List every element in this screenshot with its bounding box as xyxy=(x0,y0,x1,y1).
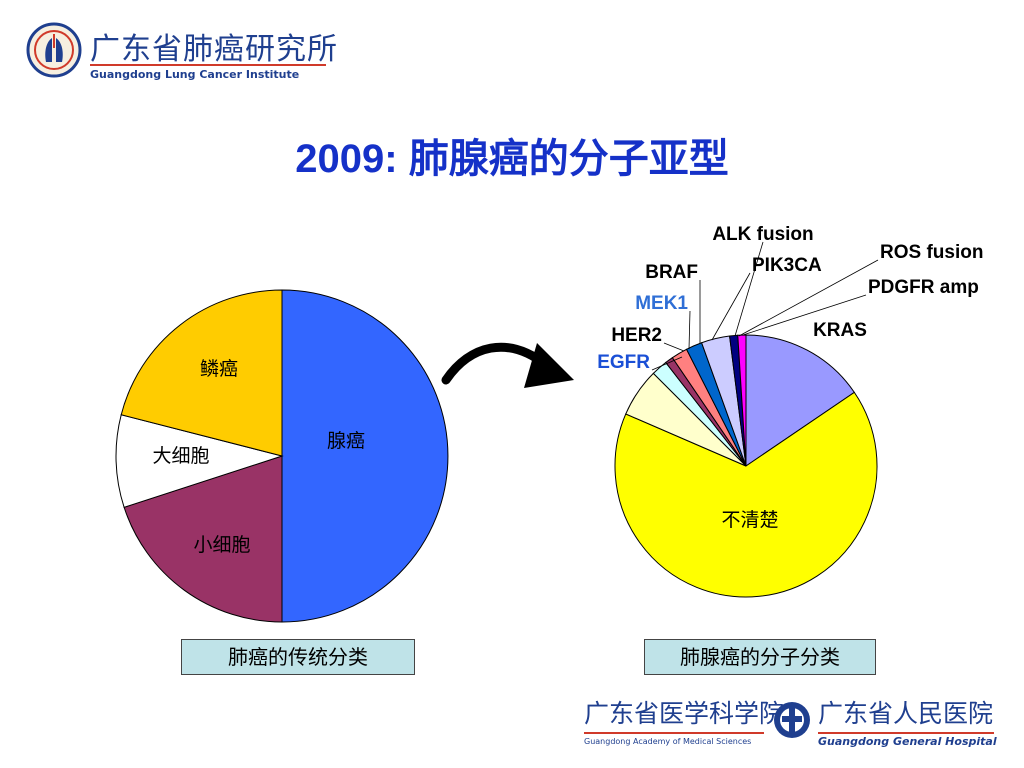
hospital-divider xyxy=(818,732,994,734)
molecular-subtype-pie: KRAS 不清楚 EGFR HER2 MEK1 BRAF PIK3CA ALK fusion R… xyxy=(597,224,983,598)
hospital-logo: 广东省人民医院 Guangdong General Hospital xyxy=(818,694,997,748)
pie-label-category-3: 鳞癌 xyxy=(200,358,238,380)
leader-line-egfr xyxy=(651,356,683,371)
pie-label-ros-fusion: ROS fusion xyxy=(880,242,983,263)
pie-label-category-2: 大细胞 xyxy=(152,445,209,467)
academy-name-cn: 广东省医学科学院 xyxy=(584,699,785,728)
leader-line-her2 xyxy=(663,342,685,352)
hospital-emblem-icon xyxy=(774,702,810,738)
pie-label-kras: KRAS xyxy=(813,320,867,341)
slide-title: 2009: 肺腺癌的分子亚型 xyxy=(295,137,729,181)
pie-slice-category-1 xyxy=(614,391,878,598)
pie-label-pik3ca: PIK3CA xyxy=(752,255,822,276)
leader-line-pdgfr-amp xyxy=(742,294,867,336)
pie-label-pdgfr-amp: PDGFR amp xyxy=(868,277,979,298)
pie-label-category-0: 腺癌 xyxy=(327,430,365,452)
pie-label-alk-fusion: ALK fusion xyxy=(712,224,813,245)
leader-line-mek1 xyxy=(688,310,691,350)
academy-logo: 广东省医学科学院 Guangdong Academy of Medical Sc… xyxy=(584,694,785,746)
institute-logo: 广东省肺癌研究所 Guangdong Lung Cancer Institute xyxy=(26,22,337,86)
pie-label-category-1: 小细胞 xyxy=(193,534,250,556)
leader-line-pik3ca xyxy=(711,272,751,341)
pie-slice-category-0 xyxy=(281,289,449,623)
institute-emblem-icon xyxy=(26,22,82,78)
footer-logos: 广东省医学科学院 Guangdong Academy of Medical Sc… xyxy=(584,694,997,754)
pie-slice-category-1 xyxy=(123,455,283,623)
hospital-name-en: Guangdong General Hospital xyxy=(818,735,997,748)
caption-molecular-classification: 肺腺癌的分子分类 xyxy=(644,639,876,675)
pie-label-egfr: EGFR xyxy=(597,352,650,373)
hospital-name-cn: 广东省人民医院 xyxy=(818,699,994,728)
institute-name-en: Guangdong Lung Cancer Institute xyxy=(90,68,300,81)
academy-name-en: Guangdong Academy of Medical Sciences xyxy=(584,737,752,746)
institute-name-cn: 广东省肺癌研究所 xyxy=(90,32,338,67)
pie-label-her2: HER2 xyxy=(611,325,662,346)
pie-label-mek1: MEK1 xyxy=(635,293,688,314)
academy-divider xyxy=(584,732,764,734)
pie-label-category-1: 不清楚 xyxy=(721,509,778,531)
caption-traditional-classification: 肺癌的传统分类 xyxy=(181,639,415,675)
leader-line-ros-fusion xyxy=(738,259,879,337)
pie-slice-pdgfr-amp xyxy=(737,334,747,467)
transition-arrow-head xyxy=(524,343,574,388)
pie-slice-kras xyxy=(745,334,856,467)
leader-line-alk-fusion xyxy=(734,241,764,337)
pie-slice-category-2 xyxy=(115,414,284,508)
pie-slice-category-3 xyxy=(120,289,283,457)
logo-divider xyxy=(90,64,326,66)
pie-label-braf: BRAF xyxy=(645,262,698,283)
